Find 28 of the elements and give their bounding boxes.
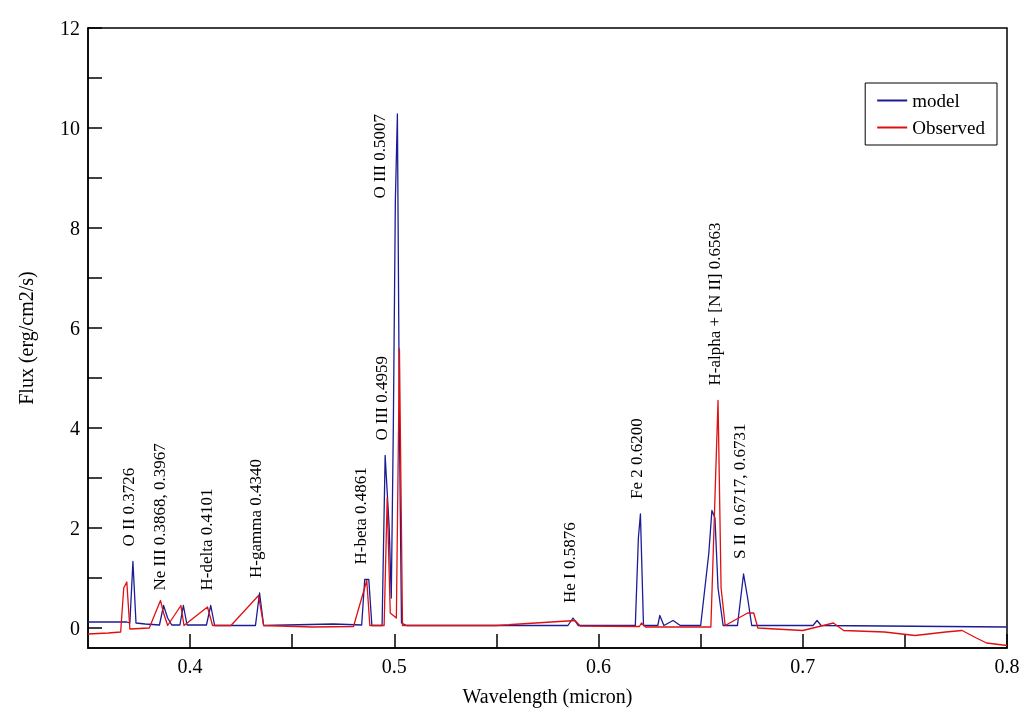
annotation: H-beta 0.4861 [351,467,371,565]
y-tick-label: 6 [70,317,80,339]
y-axis-title: Flux (erg/cm2/s) [15,271,38,405]
annotation: O III 0.5007 [369,113,389,199]
x-axis-title: Wavelength (micron) [462,685,633,708]
annotation: H-delta 0.4101 [197,488,217,591]
annotation: Ne III 0.3868, 0.3967 [150,442,170,591]
x-tick-label: 0.7 [790,655,816,677]
y-tick-label: 2 [70,517,80,539]
y-tick-label: 0 [70,617,80,639]
annotation: Fe 2 0.6200 [626,418,646,499]
legend-label: model [912,90,960,111]
annotation: O III 0.4959 [371,355,391,441]
x-tick-label: 0.8 [994,655,1020,677]
x-tick-label: 0.6 [586,655,612,677]
annotation: O II 0.3726 [119,467,139,547]
x-tick-label: 0.4 [177,655,203,677]
y-tick-label: 10 [60,117,80,139]
line-series [87,113,1008,628]
y-tick-label: 12 [60,17,80,39]
annotation: H-gamma 0.4340 [246,459,266,578]
annotation: S II 0.6717, 0.6731 [730,423,750,559]
legend-label: Observed [912,117,986,138]
x-tick-label: 0.5 [381,655,407,677]
y-tick-label: 8 [70,217,80,239]
annotation: H-alpha + [N II] 0.6563 [704,222,724,386]
annotation: He I 0.5876 [559,522,579,603]
y-tick-label: 4 [70,417,80,439]
